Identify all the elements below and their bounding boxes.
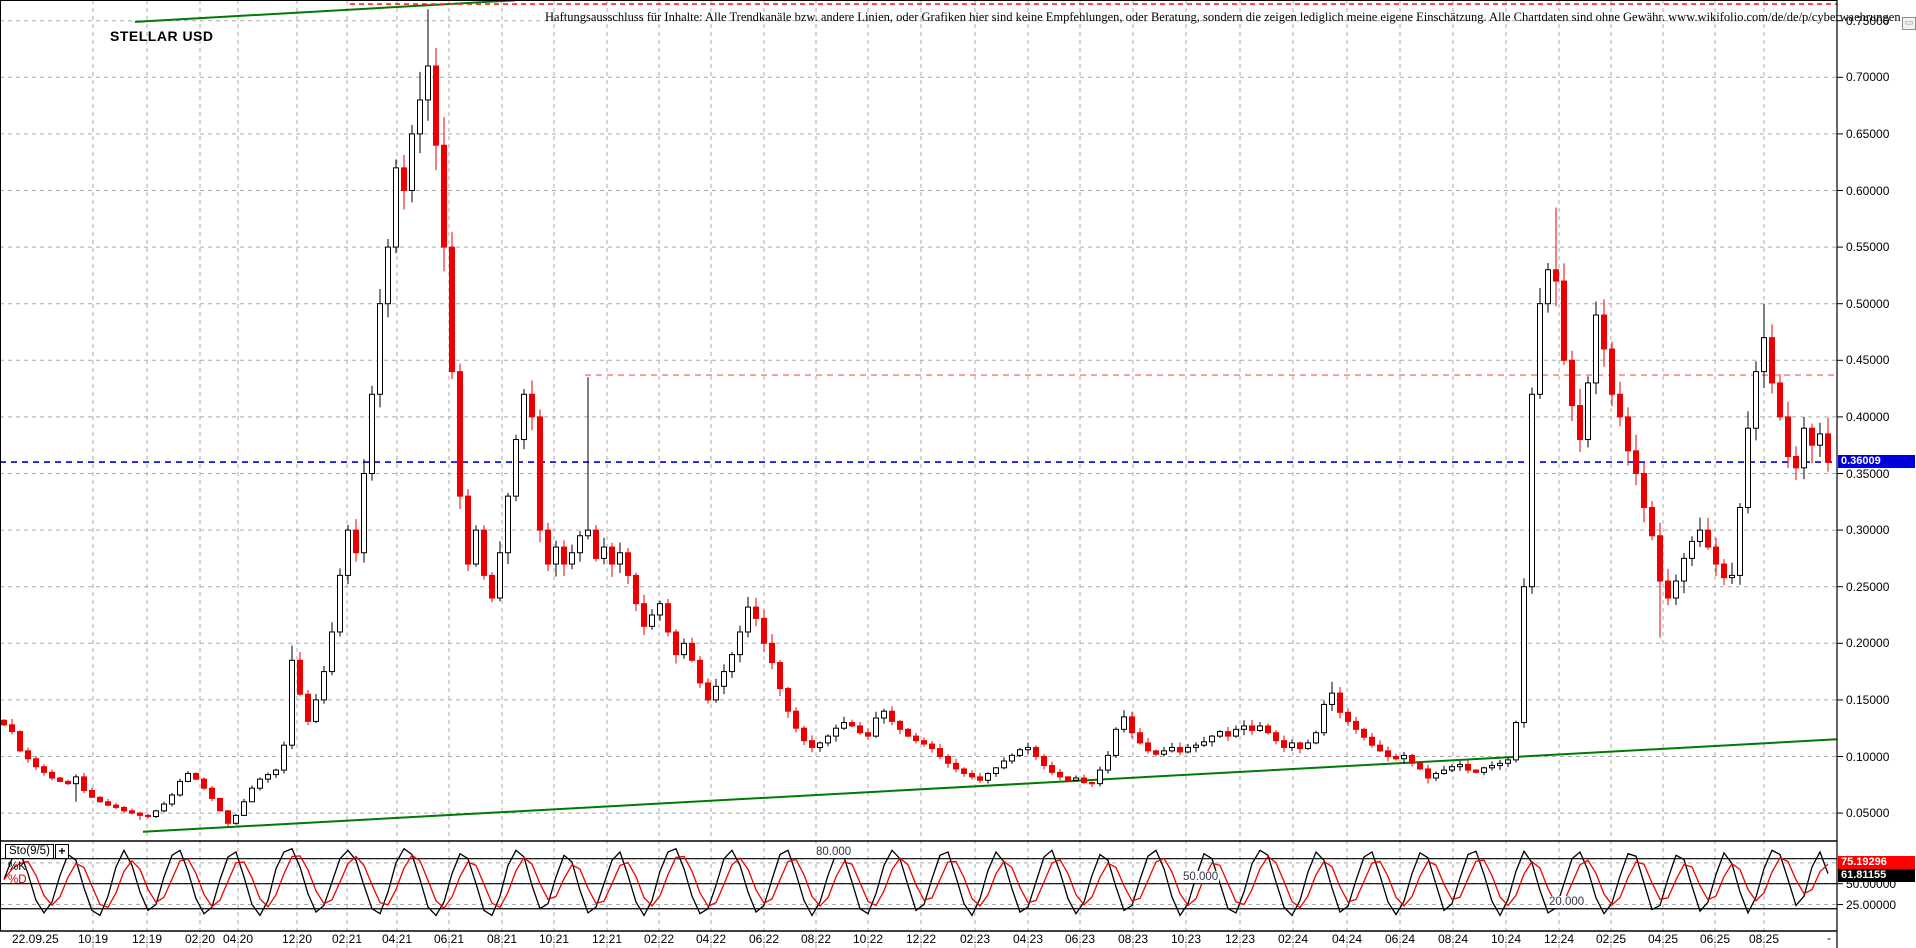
time-axis-label: 10.21 (538, 932, 570, 946)
time-axis-label: 08.22 (800, 932, 832, 946)
price-axis-label: 0.60000 (1846, 183, 1890, 198)
price-axis-label: 0.10000 (1846, 749, 1890, 764)
time-axis-label: 06.22 (748, 932, 780, 946)
time-axis-label: 10.22 (852, 932, 884, 946)
time-axis-label: 12.21 (591, 932, 623, 946)
price-axis-label: 0.25000 (1846, 579, 1890, 594)
last-price-tag: 0.36009 (1838, 455, 1915, 468)
restore-window-icon[interactable]: ▭ (1902, 17, 1916, 30)
time-axis-label: 02.24 (1277, 932, 1309, 946)
price-axis-label: 0.05000 (1846, 806, 1890, 821)
stochastic-level-label: 80.000 (815, 845, 853, 858)
time-axis-label: 12.24 (1543, 932, 1575, 946)
stochastic-level-label: 20.000 (1548, 895, 1586, 908)
time-axis-label: 08.25 (1748, 932, 1780, 946)
price-axis-label: 0.65000 (1846, 126, 1890, 141)
scrollbar-minus-button[interactable]: - (1827, 931, 1831, 945)
time-axis-label: 08.24 (1437, 932, 1469, 946)
price-axis-label: 0.45000 (1846, 353, 1890, 368)
time-axis-label: 02.25 (1595, 932, 1627, 946)
time-axis-label: 04.21 (381, 932, 413, 946)
time-axis-label: 02.22 (643, 932, 675, 946)
time-axis-label: 02.23 (959, 932, 991, 946)
time-axis-label: 12.23 (1224, 932, 1256, 946)
time-axis-label: 10.19 (77, 932, 109, 946)
time-axis-label: 08.23 (1117, 932, 1149, 946)
time-axis-label: 10.23 (1170, 932, 1202, 946)
price-axis-label: 0.50000 (1846, 296, 1890, 311)
time-axis-start-label: 22.09.25 (12, 932, 59, 946)
time-axis-label: 02.21 (331, 932, 363, 946)
time-axis-label: 06.25 (1699, 932, 1731, 946)
time-axis-label: 12.22 (905, 932, 937, 946)
time-axis-label: 10.24 (1490, 932, 1522, 946)
price-axis-label: 0.75000 (1846, 13, 1890, 28)
time-axis-label: 04.25 (1647, 932, 1679, 946)
time-axis-label: 06.21 (433, 932, 465, 946)
time-axis-label: 04.24 (1331, 932, 1363, 946)
time-axis-label: 06.23 (1064, 932, 1096, 946)
price-axis-label: 0.55000 (1846, 240, 1890, 255)
disclaimer-text: Haftungsausschluss für Inhalte: Alle Tre… (545, 10, 1901, 24)
stochastic-scale-label: 25.00000 (1846, 897, 1897, 912)
price-axis-label: 0.70000 (1846, 70, 1890, 85)
price-axis-label: 0.35000 (1846, 466, 1890, 481)
chart-title: STELLAR USD (110, 28, 214, 44)
add-indicator-button[interactable]: + (55, 844, 69, 859)
time-axis-label: 04.20 (222, 932, 254, 946)
price-axis-label: 0.20000 (1846, 636, 1890, 651)
time-axis-label: 04.23 (1012, 932, 1044, 946)
percent-d-label: %D (8, 874, 27, 886)
time-axis-label: 04.22 (695, 932, 727, 946)
stochastic-k-value-tag: 61.81155 (1838, 869, 1915, 882)
time-axis-label: 06.24 (1384, 932, 1416, 946)
stochastic-d-value-tag: 75.19296 (1838, 856, 1915, 869)
time-axis-label: 08.21 (486, 932, 518, 946)
price-axis-label: 0.15000 (1846, 692, 1890, 707)
percent-k-label: %K (8, 861, 26, 873)
stochastic-level-label: 50.000 (1182, 870, 1220, 883)
time-axis-label: 02.20 (184, 932, 216, 946)
price-axis-label: 0.40000 (1846, 409, 1890, 424)
price-axis-label: 0.30000 (1846, 523, 1890, 538)
time-axis-label: 12.20 (281, 932, 313, 946)
indicator-settings-button[interactable]: Sto(9/5) (5, 844, 54, 859)
time-axis-label: 12.19 (131, 932, 163, 946)
